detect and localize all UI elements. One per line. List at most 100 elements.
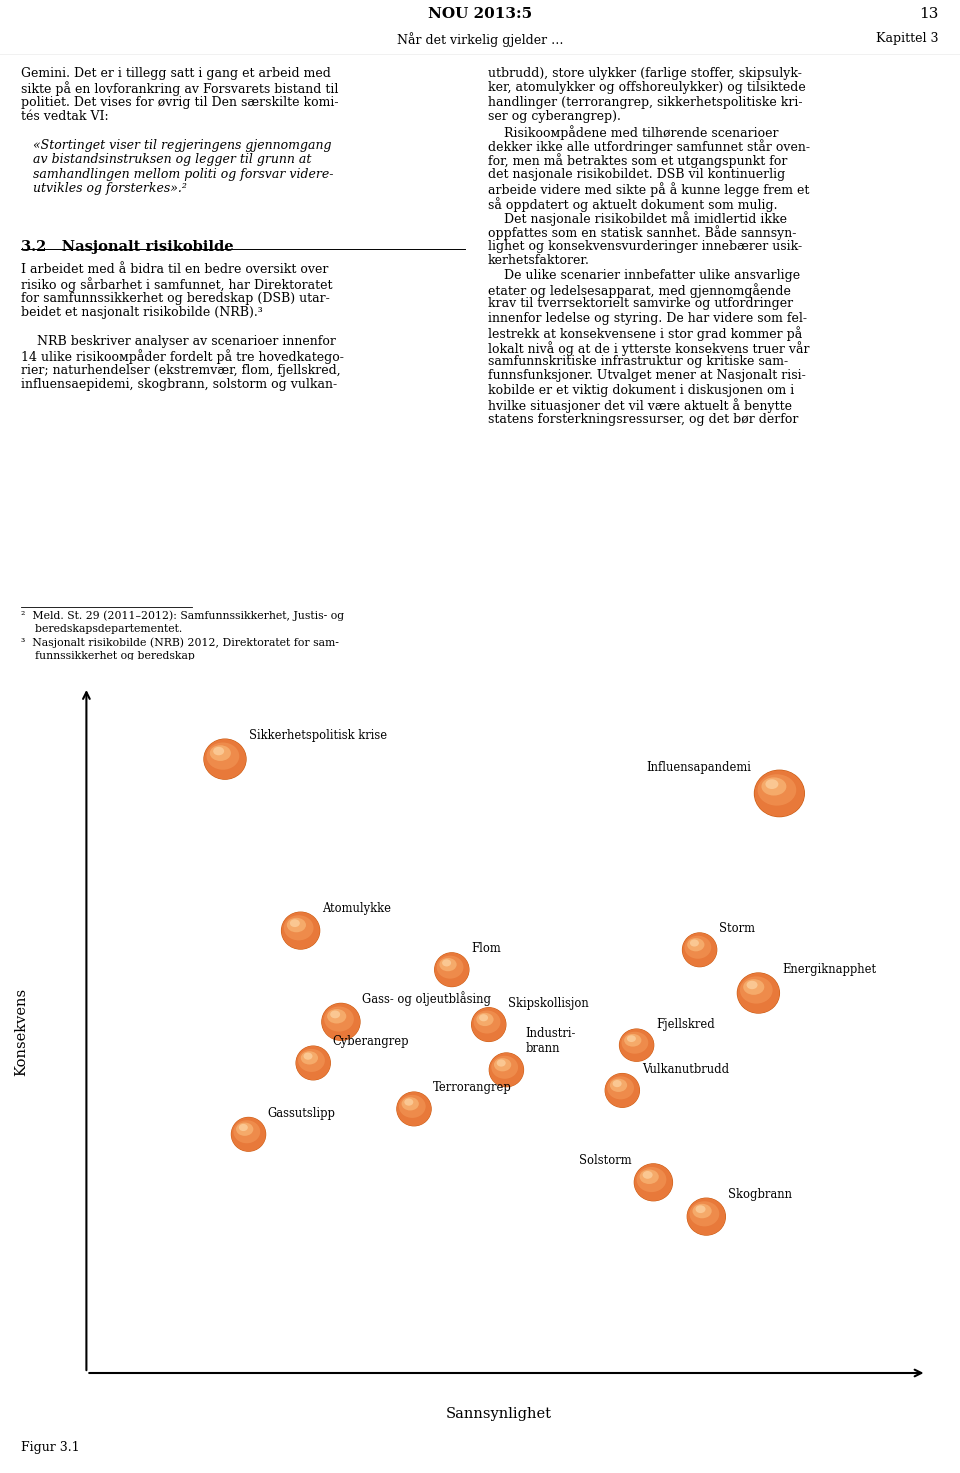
Ellipse shape — [435, 953, 469, 987]
Text: 14 ulike risikoомрåder fordelt på tre hovedkatego-: 14 ulike risikoомрåder fordelt på tre ho… — [21, 349, 344, 364]
Text: funnssikkerhet og beredskap: funnssikkerhet og beredskap — [21, 651, 195, 661]
Text: Energiknapphet: Energiknapphet — [782, 963, 876, 977]
Ellipse shape — [696, 1205, 706, 1214]
Ellipse shape — [213, 747, 224, 756]
Text: I arbeidet med å bidra til en bedre oversikt over: I arbeidet med å bidra til en bedre over… — [21, 262, 328, 275]
Text: hvilke situasjoner det vil være aktuelt å benytte: hvilke situasjoner det vil være aktuelt … — [488, 398, 792, 412]
Ellipse shape — [634, 1164, 673, 1202]
Ellipse shape — [619, 1028, 655, 1062]
Ellipse shape — [204, 738, 247, 779]
Ellipse shape — [290, 919, 300, 927]
Ellipse shape — [473, 1010, 500, 1034]
Ellipse shape — [682, 932, 717, 968]
Ellipse shape — [736, 972, 780, 1013]
Text: arbeide videre med sikte på å kunne legge frem et: arbeide videre med sikte på å kunne legg… — [488, 183, 809, 197]
Text: innenfor ledelse og styring. De har videre som fel-: innenfor ledelse og styring. De har vide… — [488, 312, 806, 326]
Text: lokalt nivå og at de i ytterste konsekvens truer vår: lokalt nivå og at de i ytterste konsekve… — [488, 340, 809, 355]
Ellipse shape — [281, 912, 321, 950]
Text: samhandlingen mellom politi og forsvar videre-: samhandlingen mellom politi og forsvar v… — [21, 168, 334, 181]
Text: ser og cyberangrep).: ser og cyberangrep). — [488, 110, 620, 124]
Ellipse shape — [692, 1203, 711, 1218]
Ellipse shape — [686, 1198, 726, 1236]
Ellipse shape — [639, 1170, 659, 1184]
Text: «Stortinget viser til regjeringens gjennomgang: «Stortinget viser til regjeringens gjenn… — [21, 138, 331, 152]
Ellipse shape — [740, 977, 773, 1003]
Ellipse shape — [443, 959, 451, 966]
Text: Gass- og oljeutblåsing: Gass- og oljeutblåsing — [363, 991, 492, 1006]
Text: ³  Nasjonalt risikobilde (NRB) 2012, Direktoratet for sam-: ³ Nasjonalt risikobilde (NRB) 2012, Dire… — [21, 638, 339, 648]
Ellipse shape — [471, 1008, 506, 1041]
Text: Gemini. Det er i tillegg satt i gang et arbeid med: Gemini. Det er i tillegg satt i gang et … — [21, 68, 331, 80]
Text: NRB beskriver analyser av scenarioer innenfor: NRB beskriver analyser av scenarioer inn… — [21, 334, 336, 348]
Ellipse shape — [494, 1058, 512, 1071]
Text: Sannsynlighet: Sannsynlighet — [446, 1407, 552, 1421]
Ellipse shape — [619, 1028, 654, 1062]
Ellipse shape — [303, 1053, 313, 1059]
Text: rier; naturhendelser (ekstremvær, flom, fjellskred,: rier; naturhendelser (ekstremvær, flom, … — [21, 364, 341, 377]
Text: Det nasjonale risikobildet må imidlertid ikke: Det nasjonale risikobildet må imidlertid… — [488, 211, 786, 225]
Text: Industri-
brann: Industri- brann — [526, 1027, 576, 1055]
Ellipse shape — [322, 1003, 361, 1041]
Ellipse shape — [404, 1099, 414, 1106]
Ellipse shape — [233, 1121, 260, 1143]
Ellipse shape — [496, 1059, 506, 1066]
Ellipse shape — [440, 957, 457, 971]
Text: Risikoомрådene med tilhørende scenarioer: Risikoомрådene med tilhørende scenarioer — [488, 125, 779, 140]
Ellipse shape — [399, 1094, 425, 1118]
Ellipse shape — [610, 1078, 627, 1091]
Text: Konsekvens: Konsekvens — [14, 988, 28, 1077]
Ellipse shape — [489, 1052, 524, 1087]
Text: Cyberangrep: Cyberangrep — [332, 1036, 409, 1049]
Text: Vulkanutbrudd: Vulkanutbrudd — [641, 1064, 729, 1075]
Ellipse shape — [642, 1171, 653, 1178]
Text: Figur 3.1: Figur 3.1 — [21, 1441, 80, 1454]
Ellipse shape — [635, 1164, 673, 1200]
Ellipse shape — [605, 1072, 640, 1108]
Text: Storm: Storm — [719, 922, 755, 935]
Text: Skipskollisjon: Skipskollisjon — [508, 997, 588, 1010]
Ellipse shape — [621, 1031, 648, 1053]
Ellipse shape — [396, 1091, 432, 1127]
Ellipse shape — [231, 1117, 266, 1152]
Text: 3.2   Nasjonalt risikobilde: 3.2 Nasjonalt risikobilde — [21, 240, 233, 253]
Text: Atomulykke: Atomulykke — [323, 901, 391, 915]
Ellipse shape — [230, 1117, 266, 1152]
Ellipse shape — [287, 918, 306, 932]
Text: 13: 13 — [920, 6, 939, 21]
Text: så oppdatert og aktuelt dokument som mulig.: så oppdatert og aktuelt dokument som mul… — [488, 197, 778, 212]
Ellipse shape — [296, 1046, 331, 1081]
Ellipse shape — [324, 1006, 354, 1031]
Text: sikte på en lovforankring av Forsvarets bistand til: sikte på en lovforankring av Forsvarets … — [21, 81, 339, 96]
Text: lestrekk at konsekvensene i stor grad kommer på: lestrekk at konsekvensene i stor grad ko… — [488, 327, 802, 342]
Ellipse shape — [636, 1167, 666, 1192]
Ellipse shape — [210, 745, 231, 762]
Text: det nasjonale risikobildet. DSB vil kontinuerlig: det nasjonale risikobildet. DSB vil kont… — [488, 168, 785, 181]
Text: kobilde er et viktig dokument i diskusjonen om i: kobilde er et viktig dokument i diskusjo… — [488, 384, 794, 396]
Text: ker, atomulykker og offshoreulykker) og tilsiktede: ker, atomulykker og offshoreulykker) og … — [488, 81, 805, 94]
Ellipse shape — [627, 1036, 636, 1041]
Ellipse shape — [492, 1056, 518, 1078]
Text: funnsfunksjoner. Utvalget mener at Nasjonalt risi-: funnsfunksjoner. Utvalget mener at Nasjo… — [488, 370, 805, 383]
Ellipse shape — [281, 912, 320, 949]
Text: Terrorangrep: Terrorangrep — [433, 1081, 512, 1094]
Ellipse shape — [300, 1052, 318, 1065]
Text: Sikkerhetspolitisk krise: Sikkerhetspolitisk krise — [249, 729, 387, 742]
Ellipse shape — [624, 1034, 641, 1047]
Text: for samfunnssikkerhet og beredskap (DSB) utar-: for samfunnssikkerhet og beredskap (DSB)… — [21, 292, 330, 305]
Text: beidet et nasjonalt risikobilde (NRB).³: beidet et nasjonalt risikobilde (NRB).³ — [21, 306, 263, 320]
Text: Gassutslipp: Gassutslipp — [268, 1106, 336, 1119]
Ellipse shape — [471, 1008, 507, 1041]
Ellipse shape — [754, 769, 805, 818]
Text: Influensapandemi: Influensapandemi — [647, 760, 752, 773]
Ellipse shape — [684, 935, 711, 959]
Ellipse shape — [206, 742, 239, 770]
Ellipse shape — [690, 940, 699, 947]
Text: Fjellskred: Fjellskred — [656, 1018, 714, 1031]
Text: utvikles og forsterkes».²: utvikles og forsterkes».² — [21, 183, 187, 196]
Ellipse shape — [236, 1122, 253, 1136]
Text: Flom: Flom — [471, 943, 501, 955]
Text: politiet. Det vises for øvrig til Den særskilte komi-: politiet. Det vises for øvrig til Den sæ… — [21, 96, 339, 109]
Text: beredskapsdepartementet.: beredskapsdepartementet. — [21, 625, 182, 633]
Text: influensaepidemi, skogbrann, solstorm og vulkan-: influensaepidemi, skogbrann, solstorm og… — [21, 379, 337, 392]
Text: NOU 2013:5: NOU 2013:5 — [428, 6, 532, 21]
